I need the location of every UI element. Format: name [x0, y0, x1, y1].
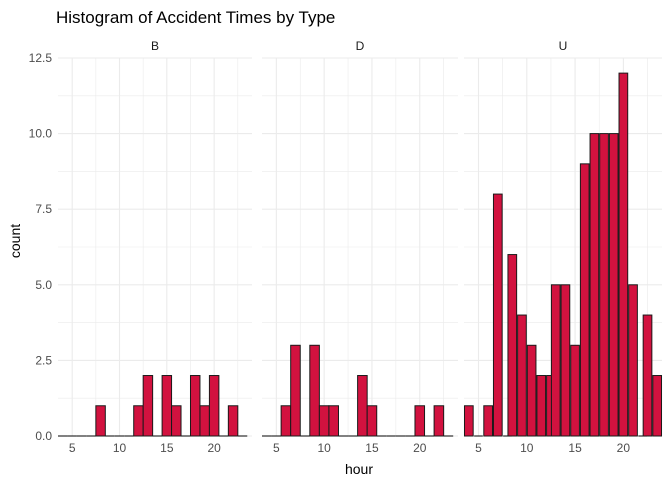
bar-B-12 — [133, 405, 144, 437]
x-tick-label: 20 — [617, 441, 631, 455]
facet-label-D: D — [356, 39, 365, 53]
bar-U-17 — [589, 133, 600, 437]
bar-U-18 — [599, 133, 609, 437]
bar-D-7 — [290, 344, 301, 437]
bar-U-11.5 — [536, 375, 547, 437]
bar-D-10 — [318, 405, 330, 437]
bar-U-7 — [492, 193, 503, 437]
x-tick-label: 20 — [413, 441, 427, 455]
bar-U-4 — [463, 405, 474, 437]
x-tick-label: 5 — [475, 441, 482, 455]
bar-B-20 — [208, 375, 220, 437]
y-tick-label: 2.5 — [35, 353, 52, 367]
bar-D-15 — [366, 405, 378, 437]
x-tick-label: 15 — [160, 441, 174, 455]
bar-D-22 — [433, 405, 445, 437]
bar-B-19 — [199, 405, 210, 437]
bar-U-13 — [550, 284, 561, 437]
x-tick-label: 10 — [520, 441, 534, 455]
bar-B-15 — [161, 375, 173, 437]
bar-U-6 — [483, 405, 493, 437]
y-tick-label: 12.5 — [29, 51, 53, 65]
y-tick-label: 10.0 — [29, 127, 53, 141]
facet-label-B: B — [151, 39, 159, 53]
bar-U-23.5 — [652, 375, 663, 437]
bar-D-11 — [328, 405, 339, 437]
bar-U-16 — [579, 163, 590, 437]
bar-B-8 — [95, 405, 106, 437]
chart-title: Histogram of Accident Times by Type — [56, 8, 335, 27]
facet-panels: B 5 10 15 20 0.0 2.5 5.0 7.5 10.0 12.5 D 5 10 15 20 U 5 10… — [29, 39, 663, 455]
x-tick-label: 15 — [568, 441, 582, 455]
bar-D-9 — [309, 344, 320, 437]
y-tick-label: 7.5 — [35, 202, 52, 216]
bar-B-16 — [171, 405, 182, 437]
bar-B-18 — [189, 375, 201, 437]
bar-U-21 — [628, 284, 638, 437]
bar-B-22 — [227, 405, 239, 437]
bar-U-19 — [608, 133, 619, 437]
bar-U-10.5 — [526, 344, 537, 437]
x-tick-label: 10 — [317, 441, 331, 455]
y-axis-label: count — [7, 224, 23, 258]
x-tick-label: 15 — [365, 441, 379, 455]
y-tick-label: 5.0 — [35, 278, 52, 292]
x-axis-label: hour — [345, 461, 373, 477]
x-tick-label: 10 — [113, 441, 127, 455]
bar-U-20 — [618, 72, 629, 437]
bar-D-6 — [280, 405, 292, 437]
bar-U-22.5 — [642, 314, 653, 437]
bar-D-20 — [414, 405, 426, 437]
x-tick-label: 20 — [207, 441, 221, 455]
y-tick-label: 0.0 — [35, 429, 52, 443]
bar-U-14 — [560, 284, 571, 437]
x-tick-label: 5 — [69, 441, 76, 455]
bar-B-13 — [142, 375, 154, 437]
bar-U-9.5 — [517, 314, 527, 437]
bar-U-8.5 — [507, 254, 518, 437]
facet-label-U: U — [559, 39, 568, 53]
bar-U-15 — [570, 344, 580, 437]
bar-D-14 — [357, 375, 368, 437]
x-tick-label: 5 — [273, 441, 280, 455]
